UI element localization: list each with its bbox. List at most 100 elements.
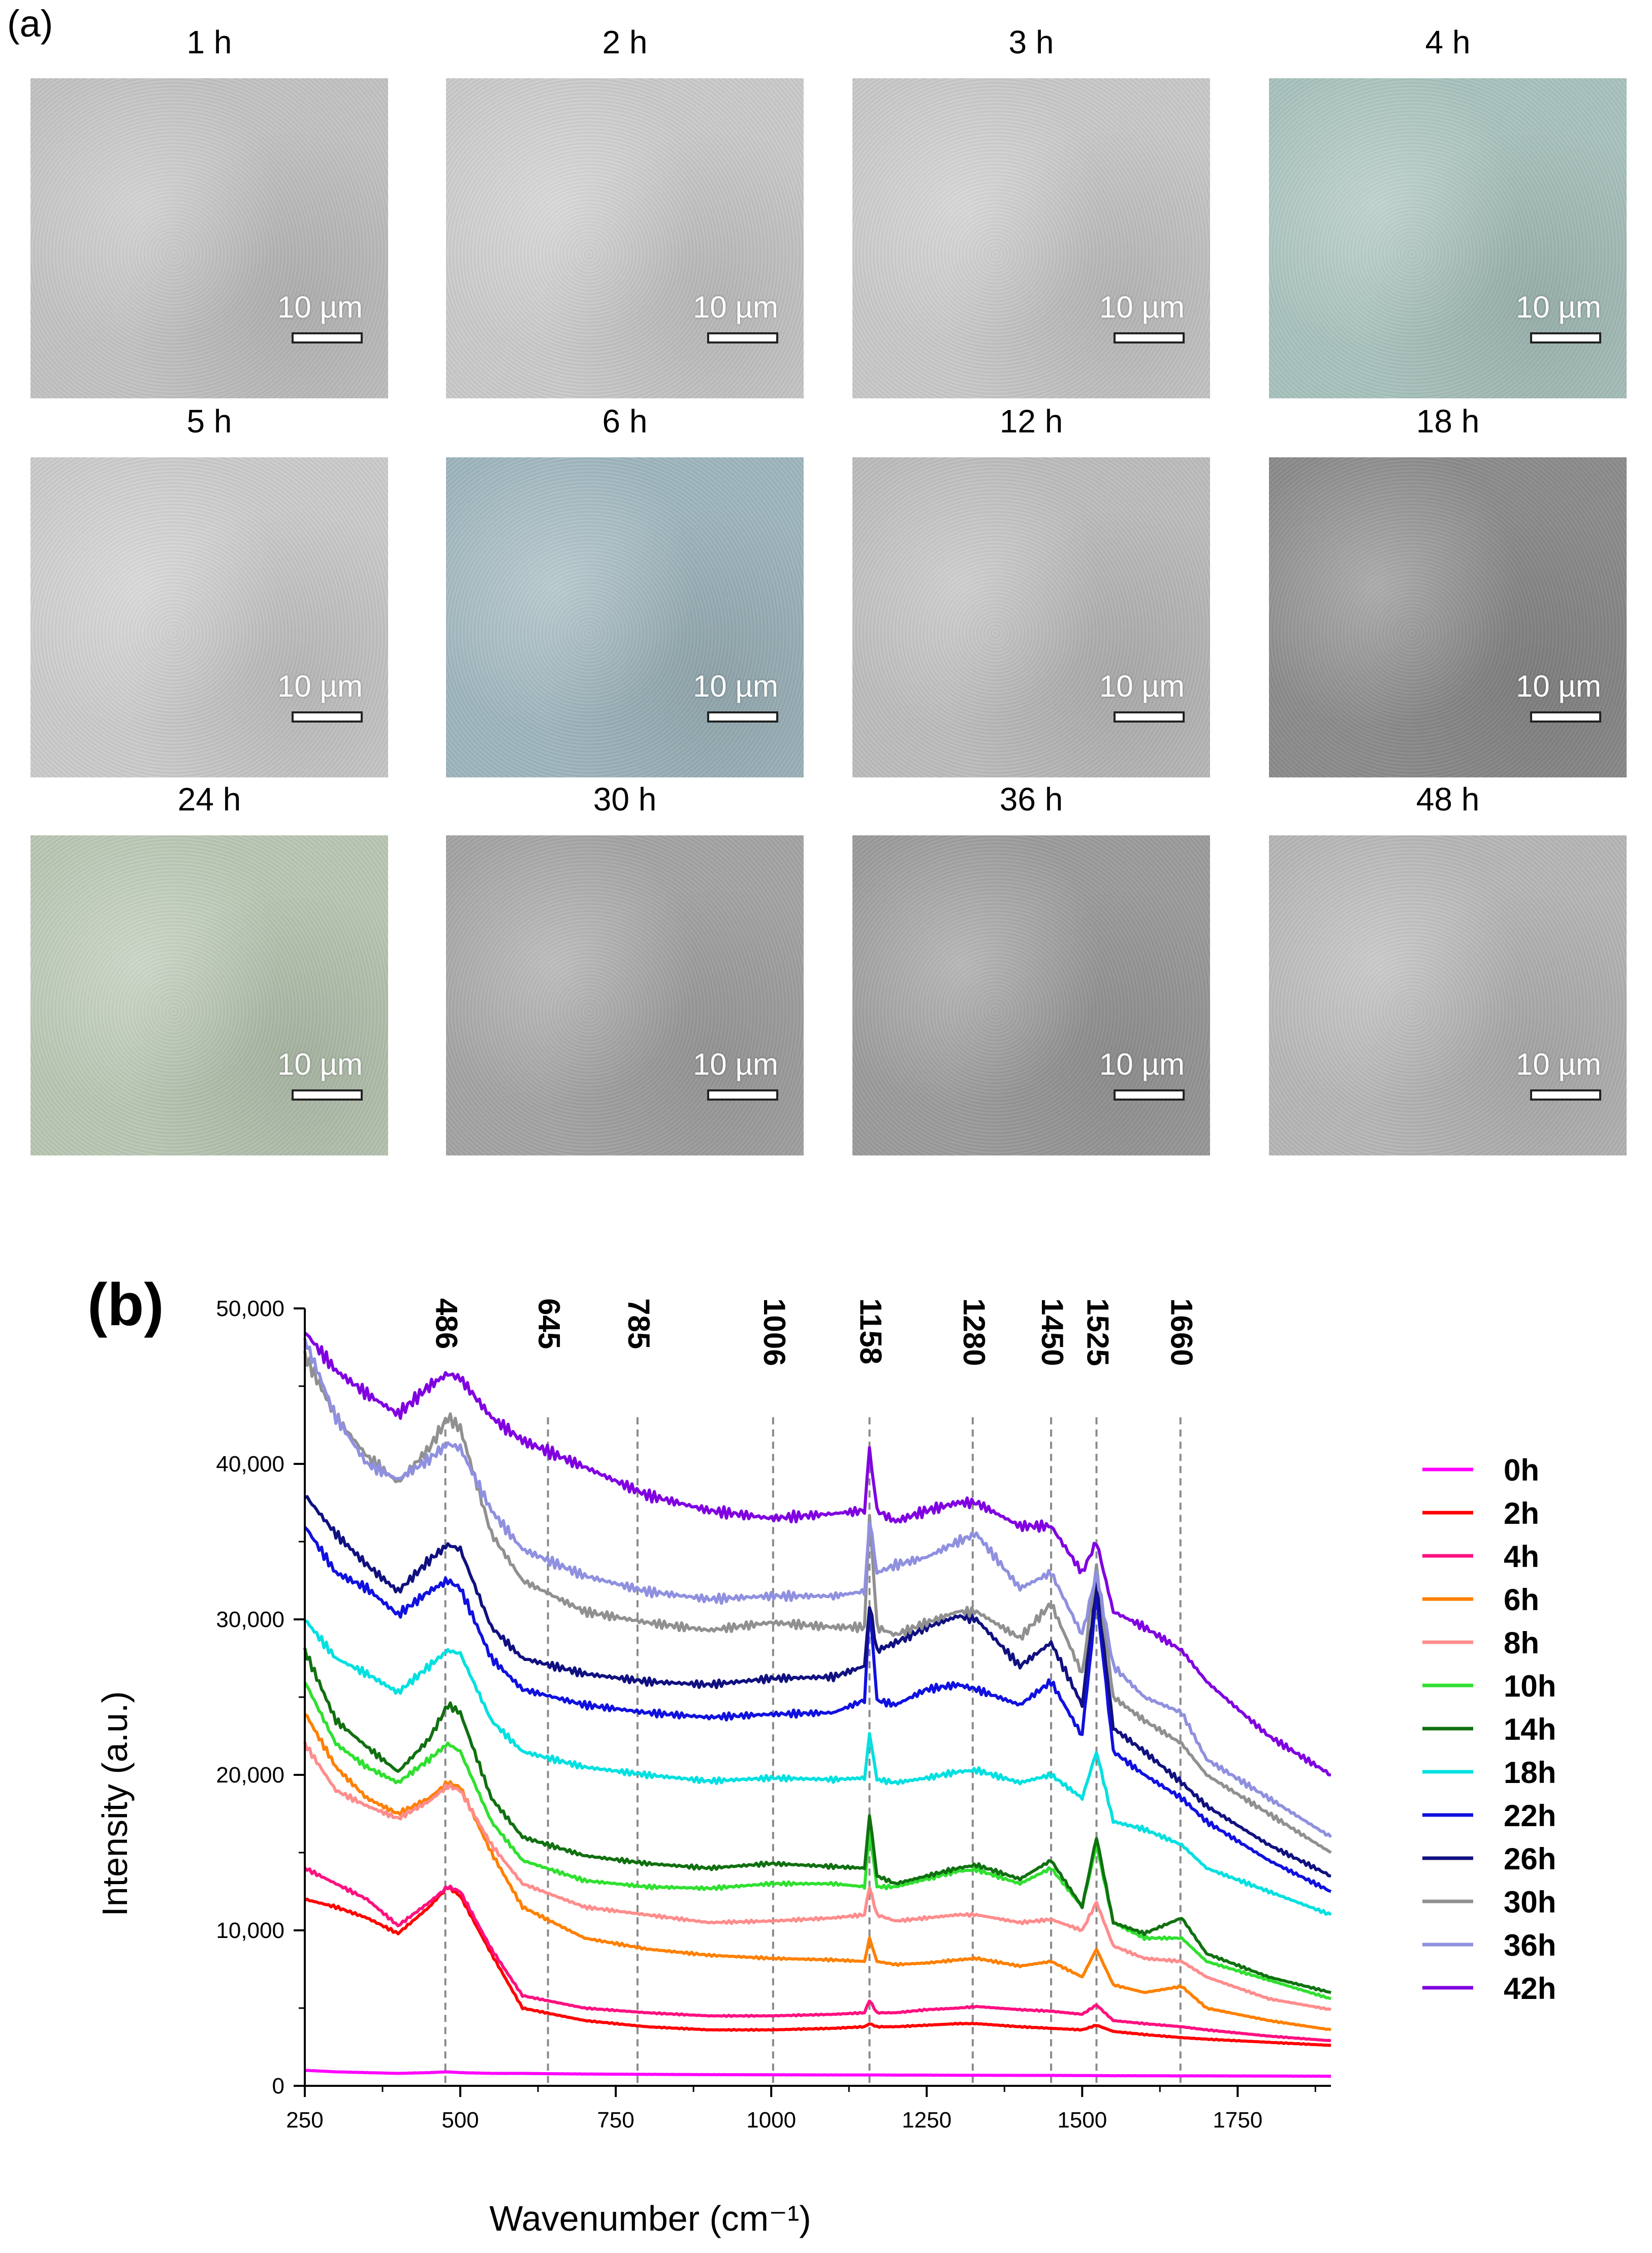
micrograph-image [446, 457, 804, 777]
micrograph-image [852, 457, 1210, 777]
x-tick-label: 1500 [1057, 2108, 1107, 2133]
y-tick-label: 50,000 [216, 1296, 284, 1321]
peak-label: 1525 [1081, 1298, 1115, 1366]
panel-b: 486 645 785 1006 1158 1280 1450 1525 1660 250 500… [0, 1240, 1652, 2253]
panel-b-label: (b) [87, 1271, 164, 1338]
peak-label: 1280 [957, 1298, 991, 1366]
legend-label: 18h [1504, 1756, 1556, 1790]
legend-label: 6h [1504, 1583, 1539, 1617]
micrograph-image [852, 78, 1210, 398]
raman-spectra-chart: 486 645 785 1006 1158 1280 1450 1525 1660 250 500… [95, 1296, 1556, 2238]
scale-bar-label: 10 µm [693, 669, 778, 703]
tile-time-label: 36 h [999, 781, 1063, 818]
scale-bar-label: 10 µm [277, 1047, 363, 1081]
micrograph-image [1269, 78, 1627, 398]
legend-label: 26h [1504, 1842, 1556, 1876]
series-line-18h [304, 1619, 1332, 1916]
micrograph-tile: 18 h 10 µm [1269, 403, 1627, 777]
series-line-42h [304, 1331, 1331, 1776]
scale-bar-label: 10 µm [693, 1047, 778, 1081]
tile-time-label: 3 h [1008, 24, 1054, 60]
legend-label: 0h [1504, 1453, 1539, 1487]
micrograph-tile: 24 h 10 µm [30, 781, 388, 1155]
tile-time-label: 4 h [1425, 24, 1471, 60]
x-tick-label: 500 [441, 2108, 479, 2133]
x-axis-title: Wavenumber (cm⁻¹) [489, 2199, 811, 2238]
y-axis-title: Intensity (a.u.) [95, 1691, 135, 1917]
micrograph-tile: 6 h 10 µm [446, 403, 804, 777]
micrograph-tile: 4 h 10 µm [1269, 24, 1627, 398]
tile-time-label: 24 h [177, 781, 241, 818]
tile-time-label: 12 h [999, 403, 1063, 440]
micrograph-tile: 5 h 10 µm [30, 403, 388, 777]
legend-label: 36h [1504, 1928, 1556, 1962]
micrograph-image [446, 835, 804, 1155]
series-line-22h [303, 1526, 1331, 1893]
series-line-14h [303, 1647, 1331, 1994]
x-tick-label: 750 [597, 2108, 634, 2133]
micrograph-image [30, 457, 388, 777]
tile-time-label: 30 h [593, 781, 657, 818]
x-tick-label: 1750 [1213, 2108, 1262, 2133]
scale-bar [1114, 1089, 1185, 1101]
tile-time-label: 1 h [186, 24, 232, 60]
y-tick-label: 10,000 [216, 1918, 284, 1943]
x-tick-label: 250 [286, 2108, 323, 2133]
series-line-10h [303, 1681, 1331, 2000]
scale-bar-label: 10 µm [1099, 290, 1185, 324]
peak-label: 645 [532, 1298, 566, 1349]
scale-bar-label: 10 µm [1516, 290, 1601, 324]
scale-bar [707, 332, 778, 343]
scale-bar-label: 10 µm [1516, 669, 1601, 703]
legend-label: 2h [1504, 1496, 1539, 1530]
micrograph-image [446, 78, 804, 398]
peak-label: 1660 [1165, 1298, 1199, 1366]
micrograph-image [852, 835, 1210, 1155]
micrograph-image [1269, 835, 1627, 1155]
peak-label: 1006 [757, 1298, 791, 1366]
series-line-8h [303, 1741, 1331, 2011]
micrograph-image [1269, 457, 1627, 777]
y-tick-label: 40,000 [216, 1452, 284, 1477]
series-line-2h [304, 1885, 1331, 2047]
scale-bar-label: 10 µm [1099, 1047, 1185, 1081]
legend-label: 30h [1504, 1885, 1556, 1919]
tile-time-label: 6 h [602, 403, 648, 440]
scale-bar-label: 10 µm [277, 669, 363, 703]
series-line-26h [304, 1495, 1331, 1878]
tile-time-label: 2 h [602, 24, 648, 60]
x-tick-label: 1000 [746, 2108, 796, 2133]
tile-time-label: 48 h [1416, 781, 1480, 818]
legend-label: 4h [1504, 1540, 1539, 1574]
scale-bar [1530, 711, 1601, 723]
y-tick-label: 0 [272, 2074, 284, 2099]
scale-bar [1114, 332, 1185, 343]
scale-bar-label: 10 µm [693, 290, 778, 324]
scale-bar-label: 10 µm [1516, 1047, 1601, 1081]
legend-label: 8h [1504, 1626, 1539, 1660]
series-line-36h [303, 1338, 1332, 1838]
peak-label: 1450 [1035, 1298, 1069, 1366]
scale-bar [1114, 711, 1185, 723]
scale-bar [707, 1089, 778, 1101]
panel-a: (a) 1 h 10 µm 2 h 10 µm 3 h 10 µm 4 h 10 µm 5 h 1… [7, 3, 1627, 1155]
legend-label: 42h [1504, 1972, 1556, 2006]
scale-bar-label: 10 µm [277, 290, 363, 324]
series-line-0h [304, 2069, 1331, 2078]
micrograph-tile: 1 h 10 µm [30, 24, 388, 398]
peak-label: 785 [622, 1298, 656, 1349]
scale-bar [1530, 332, 1601, 343]
legend-label: 14h [1504, 1712, 1556, 1746]
micrograph-tile: 2 h 10 µm [446, 24, 804, 398]
scale-bar [292, 1089, 363, 1101]
micrograph-tile: 30 h 10 µm [446, 781, 804, 1155]
micrograph-tile: 36 h 10 µm [852, 781, 1210, 1155]
scale-bar [1530, 1089, 1601, 1101]
micrograph-image [30, 835, 388, 1155]
x-tick-label: 1250 [902, 2108, 951, 2133]
micrograph-image [30, 78, 388, 398]
peak-label: 486 [430, 1298, 464, 1349]
tile-time-label: 5 h [186, 403, 232, 440]
tile-time-label: 18 h [1416, 403, 1480, 440]
micrograph-tile: 12 h 10 µm [852, 403, 1210, 777]
